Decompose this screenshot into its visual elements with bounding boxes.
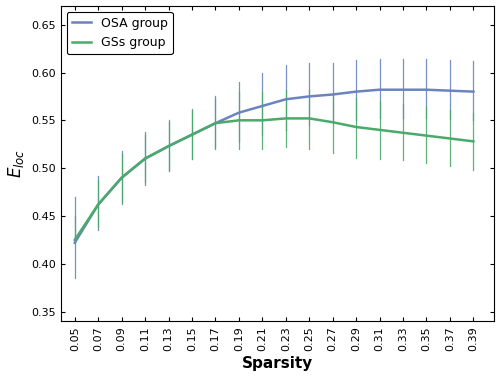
OSA group [166,144,172,149]
OSA group [236,110,242,115]
OSA group [142,156,148,161]
X-axis label: Sparsity: Sparsity [242,356,313,371]
OSA group [330,92,336,97]
GSs group [306,116,312,121]
OSA group [260,104,266,108]
Y-axis label: $\mathit{E}_{loc}$: $\mathit{E}_{loc}$ [6,149,25,178]
GSs group [330,120,336,124]
OSA group [95,202,101,207]
GSs group [353,125,359,129]
OSA group [306,94,312,99]
GSs group [212,121,218,126]
OSA group [376,87,382,92]
GSs group [189,132,195,137]
Legend: OSA group, GSs group: OSA group, GSs group [67,12,172,54]
GSs group [470,139,476,144]
OSA group [353,89,359,94]
GSs group [72,238,78,242]
OSA group [470,89,476,94]
GSs group [447,136,453,141]
GSs group [400,130,406,135]
OSA group [72,241,78,245]
OSA group [447,89,453,93]
GSs group [118,175,124,180]
GSs group [166,144,172,149]
OSA group [283,97,289,101]
OSA group [118,175,124,180]
Line: OSA group: OSA group [75,90,473,243]
GSs group [376,128,382,132]
GSs group [424,133,430,138]
OSA group [424,87,430,92]
GSs group [236,118,242,123]
OSA group [212,121,218,126]
GSs group [95,202,101,207]
GSs group [260,118,266,123]
Line: GSs group: GSs group [75,118,473,240]
OSA group [400,87,406,92]
OSA group [189,132,195,137]
GSs group [142,156,148,161]
GSs group [283,116,289,121]
